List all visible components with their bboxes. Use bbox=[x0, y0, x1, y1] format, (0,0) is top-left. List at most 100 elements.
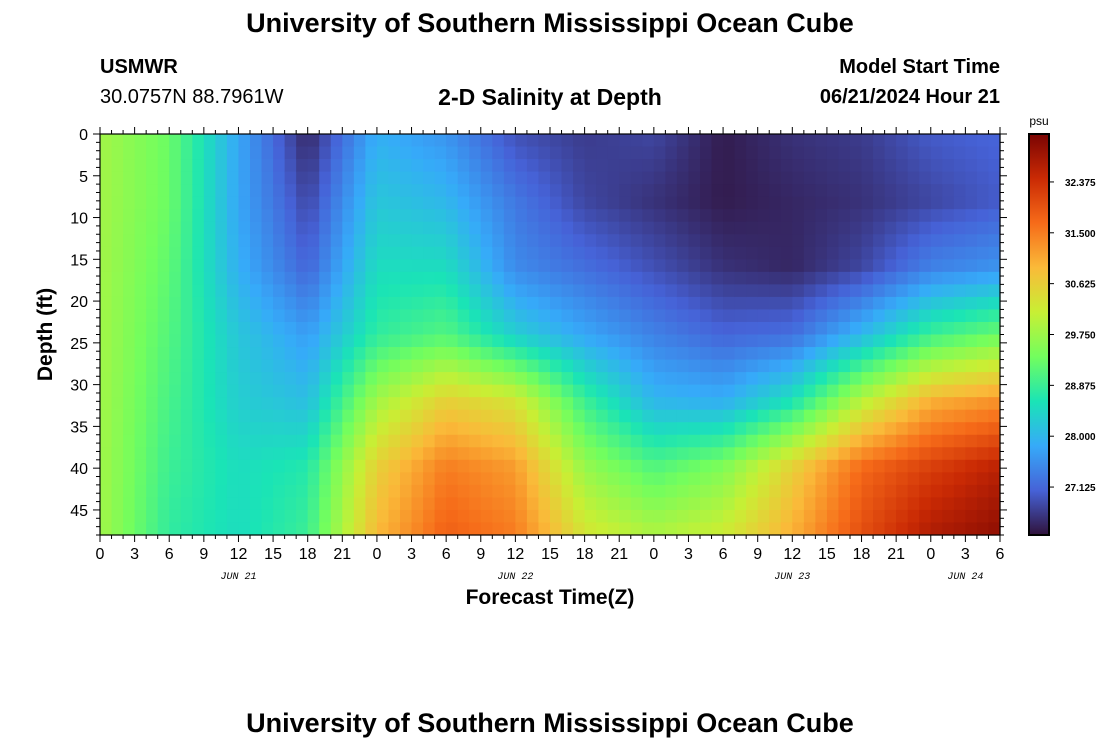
heatmap-cell bbox=[630, 459, 643, 473]
heatmap-cell bbox=[215, 321, 228, 336]
heatmap-cell bbox=[123, 196, 136, 210]
heatmap-cell bbox=[538, 472, 551, 486]
heatmap-cell bbox=[965, 434, 978, 448]
heatmap-cell bbox=[284, 159, 297, 173]
heatmap-cell bbox=[550, 334, 563, 348]
heatmap-cell bbox=[434, 409, 447, 423]
heatmap-cell bbox=[284, 134, 297, 148]
heatmap-cell bbox=[884, 221, 897, 235]
heatmap-cell bbox=[815, 409, 828, 423]
heatmap-cell bbox=[261, 209, 274, 223]
heatmap-cell bbox=[250, 309, 263, 323]
heatmap-cell bbox=[376, 246, 390, 260]
heatmap-cell bbox=[284, 234, 297, 248]
heatmap-cell bbox=[469, 334, 482, 348]
heatmap-cell bbox=[930, 159, 943, 173]
heatmap-cell bbox=[526, 347, 540, 361]
y-tick-label: 10 bbox=[70, 211, 88, 228]
heatmap-cell bbox=[584, 234, 597, 248]
heatmap-cell bbox=[861, 134, 874, 148]
heatmap-cell bbox=[965, 334, 978, 348]
heatmap-cell bbox=[250, 259, 263, 273]
heatmap-cell bbox=[607, 522, 620, 536]
heatmap-cell bbox=[434, 284, 447, 298]
heatmap-cell bbox=[434, 509, 447, 524]
heatmap-cell bbox=[665, 146, 678, 160]
heatmap-cell bbox=[515, 347, 528, 361]
heatmap-cell bbox=[780, 397, 793, 411]
heatmap-cell bbox=[503, 347, 516, 361]
heatmap-cell bbox=[284, 447, 297, 461]
heatmap-cell bbox=[700, 384, 713, 398]
heatmap-cell bbox=[446, 447, 459, 461]
heatmap-cell bbox=[826, 271, 840, 285]
heatmap-cell bbox=[711, 296, 724, 311]
heatmap-cell bbox=[815, 309, 828, 323]
heatmap-cell bbox=[515, 397, 528, 411]
heatmap-cell bbox=[561, 296, 574, 311]
heatmap-cell bbox=[480, 271, 493, 285]
heatmap-cell bbox=[850, 134, 863, 148]
heatmap-cell bbox=[619, 434, 632, 448]
heatmap-cell bbox=[261, 134, 274, 148]
heatmap-cell bbox=[550, 509, 563, 524]
heatmap-cell bbox=[226, 209, 240, 223]
heatmap-cell bbox=[965, 509, 978, 524]
heatmap-cell bbox=[538, 384, 551, 398]
heatmap-cell bbox=[596, 334, 609, 348]
heatmap-cell bbox=[434, 334, 447, 348]
heatmap-cell bbox=[365, 196, 378, 210]
heatmap-cell bbox=[965, 184, 978, 198]
heatmap-cell bbox=[815, 497, 828, 511]
heatmap-cell bbox=[353, 134, 366, 148]
heatmap-cell bbox=[573, 472, 586, 486]
heatmap-cell bbox=[676, 484, 690, 499]
heatmap-cell bbox=[423, 422, 436, 436]
heatmap-cell bbox=[100, 384, 113, 398]
heatmap-cell bbox=[423, 321, 436, 336]
heatmap-cell bbox=[469, 146, 482, 160]
heatmap-cell bbox=[515, 409, 528, 423]
heatmap-cell bbox=[734, 359, 747, 373]
heatmap-cell bbox=[642, 409, 655, 423]
heatmap-cell bbox=[203, 497, 216, 511]
heatmap-cell bbox=[573, 284, 586, 298]
heatmap-cell bbox=[965, 384, 978, 398]
heatmap-cell bbox=[630, 384, 643, 398]
heatmap-cell bbox=[665, 134, 678, 148]
heatmap-cell bbox=[965, 422, 978, 436]
heatmap-cell bbox=[976, 221, 990, 235]
heatmap-cell bbox=[134, 472, 147, 486]
heatmap-cell bbox=[157, 296, 170, 311]
heatmap-cell bbox=[446, 359, 459, 373]
heatmap-cell bbox=[734, 497, 747, 511]
heatmap-cell bbox=[873, 472, 886, 486]
heatmap-cell bbox=[723, 221, 736, 235]
heatmap-cell bbox=[319, 347, 332, 361]
heatmap-cell bbox=[457, 134, 470, 148]
heatmap-cell bbox=[503, 309, 516, 323]
heatmap-cell bbox=[273, 372, 286, 386]
model-start-label: Model Start Time bbox=[839, 56, 1000, 78]
heatmap-cell bbox=[400, 397, 413, 411]
heatmap-cell bbox=[573, 422, 586, 436]
heatmap-cell bbox=[561, 146, 574, 160]
heatmap-cell bbox=[642, 221, 655, 235]
heatmap-cell bbox=[400, 209, 413, 223]
heatmap-cell bbox=[700, 159, 713, 173]
heatmap-cell bbox=[896, 472, 909, 486]
heatmap-cell bbox=[561, 171, 574, 185]
heatmap-cell bbox=[146, 372, 159, 386]
heatmap-cell bbox=[619, 422, 632, 436]
heatmap-cell bbox=[353, 296, 366, 311]
heatmap-cell bbox=[873, 221, 886, 235]
heatmap-cell bbox=[688, 397, 701, 411]
heatmap-cell bbox=[261, 347, 274, 361]
heatmap-cell bbox=[123, 321, 136, 336]
heatmap-cell bbox=[134, 359, 147, 373]
heatmap-cell bbox=[411, 347, 424, 361]
heatmap-cell bbox=[769, 334, 782, 348]
heatmap-cell bbox=[665, 384, 678, 398]
heatmap-cell bbox=[215, 434, 228, 448]
heatmap-cell bbox=[850, 509, 863, 524]
